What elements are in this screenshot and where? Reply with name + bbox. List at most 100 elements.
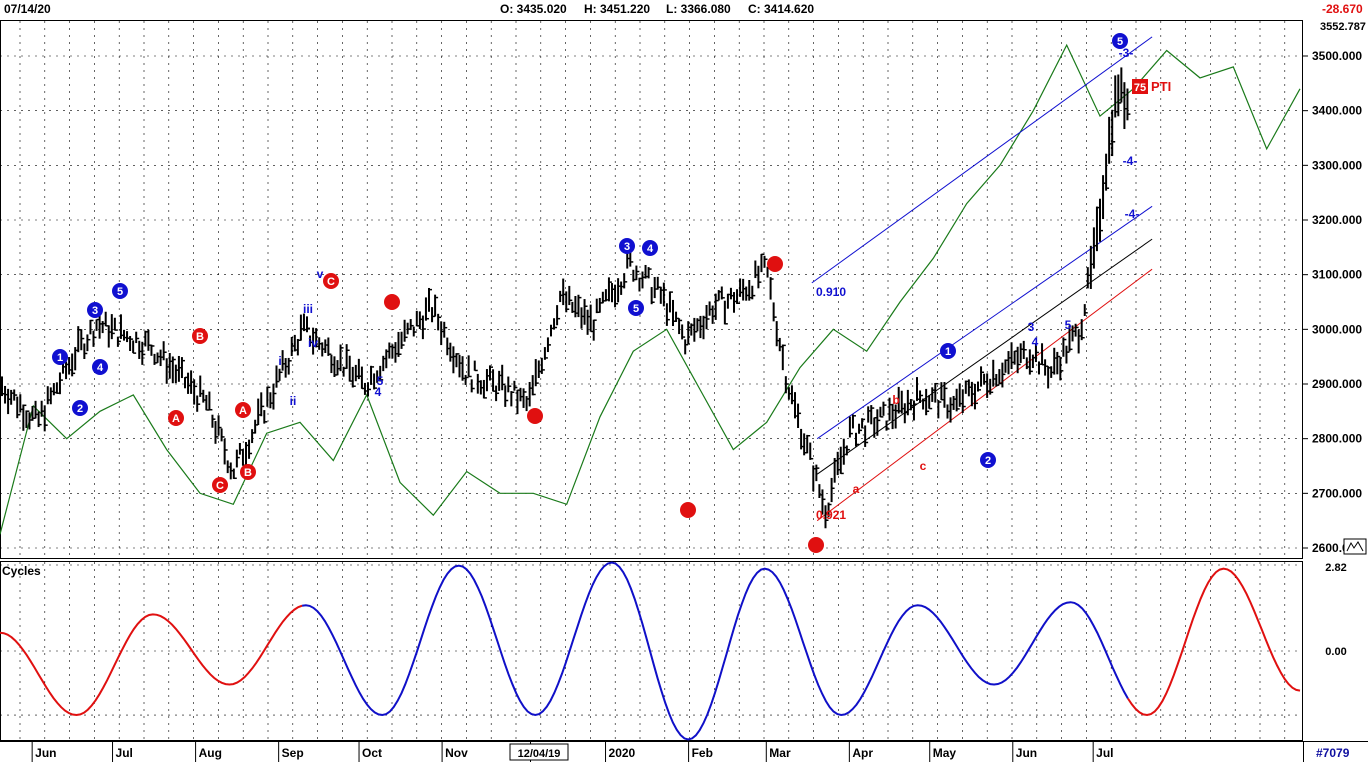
header-change: -28.670 bbox=[1322, 2, 1363, 16]
wave-label-blue: 3 bbox=[1028, 320, 1035, 334]
wave-label-red: -3- bbox=[1119, 46, 1134, 60]
cycle-path-red bbox=[1127, 567, 1301, 717]
trendline bbox=[816, 205, 1153, 440]
cursor-date-box bbox=[509, 743, 569, 761]
wave-label-red: b bbox=[892, 393, 899, 407]
bar-count: #7079 bbox=[1316, 746, 1350, 760]
header-date: 07/14/20 bbox=[4, 2, 51, 16]
wave-circle-red bbox=[168, 410, 184, 426]
oscillator-path bbox=[0, 43, 1301, 535]
price-panel-frame bbox=[0, 20, 1303, 559]
cycle-path-blue bbox=[301, 561, 1129, 741]
date-tick-label: Jun bbox=[35, 746, 56, 760]
date-tick-label: Jul bbox=[116, 746, 133, 760]
zoom-icon[interactable] bbox=[1343, 538, 1367, 555]
wave-label-red: A bbox=[172, 413, 180, 425]
wave-label-blue: 4 bbox=[97, 362, 104, 374]
wave-circle-red bbox=[240, 464, 256, 480]
price-tick-label: 3400.000 bbox=[1312, 104, 1362, 118]
date-tick-label: Jul bbox=[1096, 746, 1113, 760]
date-tick-label: Nov bbox=[445, 746, 468, 760]
wave-label-blue: 2 bbox=[77, 403, 83, 415]
wave-label-blue: i bbox=[278, 354, 281, 368]
wave-label-blue: ii bbox=[290, 394, 297, 408]
wave-label-blue: 5 bbox=[1117, 36, 1123, 48]
wave-label-red: -4- bbox=[1123, 154, 1138, 168]
wave-circle-blue bbox=[619, 238, 635, 254]
cycle-wave bbox=[0, 561, 1301, 741]
wave-label-red: C bbox=[216, 480, 224, 492]
trendlines bbox=[811, 36, 1153, 522]
date-tick-label: Oct bbox=[362, 746, 382, 760]
date-tick-label: Apr bbox=[852, 746, 873, 760]
wave-label-red: c bbox=[920, 459, 927, 473]
price-tick-label: 2700.000 bbox=[1312, 486, 1362, 500]
date-tick-label: Sep bbox=[282, 746, 304, 760]
oscillator-line bbox=[0, 43, 1301, 535]
wave-circle-red bbox=[235, 402, 251, 418]
price-bars bbox=[1, 67, 1131, 529]
wave-circle-blue bbox=[980, 452, 996, 468]
date-tick-label: Jun bbox=[1016, 746, 1037, 760]
date-axis: Jun Jul Aug Sep Oct Nov 2020 Feb Mar Apr May Jun Jul bbox=[31, 742, 1114, 762]
price-tick-label: 3000.000 bbox=[1312, 322, 1362, 336]
wave-circle-red bbox=[384, 294, 400, 310]
wave-circle-red bbox=[767, 256, 783, 272]
date-tick-label: 2020 bbox=[609, 746, 636, 760]
wave-circle-red bbox=[680, 502, 696, 518]
wave-label-blue: 4 bbox=[1032, 335, 1039, 349]
wave-label-blue: 3 bbox=[92, 305, 98, 317]
header-close: C: 3414.620 bbox=[748, 2, 815, 16]
wave-circle-red bbox=[527, 408, 543, 424]
price-tick-label: 2900.000 bbox=[1312, 377, 1362, 391]
cycle-path-red bbox=[0, 604, 303, 717]
price-axis: 3500.000 3400.000 3300.000 3200.000 3100.000… bbox=[1302, 49, 1362, 555]
wave-circle-red bbox=[808, 537, 824, 553]
cycles-title: Cycles bbox=[2, 564, 41, 578]
wave-label-red: B bbox=[196, 331, 204, 343]
annotation-ratio: 0.921 bbox=[816, 508, 846, 522]
price-tick-label: 3200.000 bbox=[1312, 213, 1362, 227]
header-low: L: 3366.080 bbox=[666, 2, 731, 16]
wave-label-blue: v bbox=[317, 267, 324, 281]
wave-circle-blue bbox=[1112, 33, 1128, 49]
cycles-top-value: 2.82 bbox=[1325, 562, 1346, 574]
pti-label: PTI bbox=[1151, 79, 1171, 94]
trendline bbox=[816, 238, 1153, 475]
wave-circle-blue bbox=[87, 302, 103, 318]
wave-circle-blue bbox=[92, 359, 108, 375]
header-open: O: 3435.020 bbox=[500, 2, 567, 16]
price-tick-label: 3300.000 bbox=[1312, 158, 1362, 172]
wave-label-blue: 5 bbox=[1065, 318, 1072, 332]
cursor-date: 12/04/19 bbox=[518, 748, 561, 760]
trendline bbox=[811, 36, 1153, 284]
wave-label-blue: 4 bbox=[647, 243, 654, 255]
wave-circle-blue bbox=[72, 400, 88, 416]
price-tick-label: 3100.000 bbox=[1312, 268, 1362, 282]
wave-labels: 12345iiiiiiivv45354123455ABCABCabc-3--4-… bbox=[52, 33, 1139, 553]
wave-label-red: C bbox=[327, 276, 335, 288]
date-tick-label: Feb bbox=[692, 746, 713, 760]
trendline bbox=[816, 268, 1153, 522]
wave-circle-blue bbox=[940, 343, 956, 359]
header-high: H: 3451.220 bbox=[584, 2, 651, 16]
date-tick-label: May bbox=[933, 746, 957, 760]
wave-label-red: B bbox=[244, 467, 252, 479]
wave-label-blue: 3 bbox=[624, 241, 630, 253]
price-tick-label: 3500.000 bbox=[1312, 49, 1362, 63]
grid bbox=[0, 21, 1302, 740]
wave-circle-blue bbox=[642, 240, 658, 256]
wave-circle-blue bbox=[52, 349, 68, 365]
wave-label-blue: 4 bbox=[375, 385, 382, 399]
cycles-zero-value: 0.00 bbox=[1325, 646, 1346, 658]
axis-top-value: 3552.787 bbox=[1320, 21, 1366, 33]
pti-badge bbox=[1132, 79, 1148, 94]
wave-label-red: A bbox=[239, 405, 247, 417]
date-tick-label: Mar bbox=[769, 746, 791, 760]
wave-circle-red bbox=[212, 477, 228, 493]
wave-label-blue: iv bbox=[308, 336, 318, 350]
wave-circle-blue bbox=[112, 283, 128, 299]
wave-label-blue: 1 bbox=[945, 346, 951, 358]
